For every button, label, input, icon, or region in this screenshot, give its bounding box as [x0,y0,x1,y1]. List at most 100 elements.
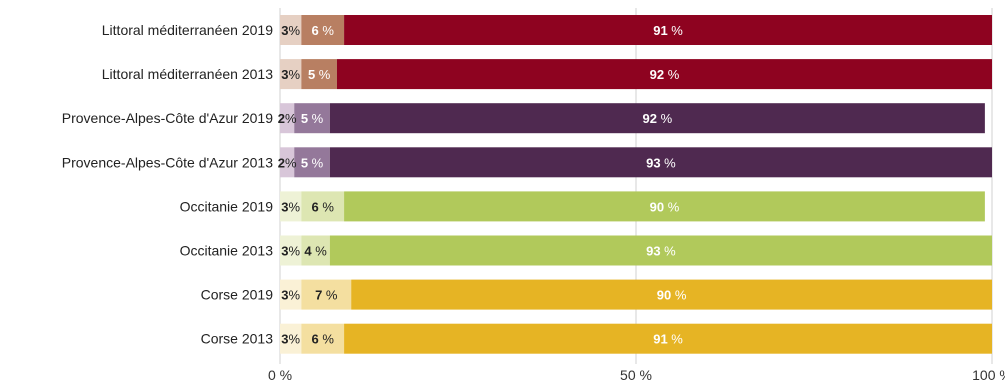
data-label: 3% [281,244,300,259]
bars [280,15,993,354]
data-label: 93 % [646,244,676,259]
bar-segment-2 [301,235,330,266]
bar-segment-1 [280,147,295,178]
data-label-value: 5 [308,67,315,82]
data-label-unit: % [657,111,673,126]
x-tick-label: 100 % [972,367,1005,383]
data-label-unit: % [319,332,335,347]
bar-segment-3 [344,323,993,354]
data-label-value: 90 [657,288,671,303]
data-label: 3% [281,288,300,303]
data-label-unit: % [319,23,335,38]
data-label-unit: % [289,244,301,259]
bar-segment-2 [301,59,337,90]
data-label-unit: % [285,111,297,126]
data-label: 2% [278,155,297,170]
data-label-value: 3 [281,288,288,303]
data-label-unit: % [668,332,684,347]
x-tick-label: 0 % [268,367,292,383]
data-label-unit: % [668,23,684,38]
data-label-value: 3 [281,332,288,347]
data-label-value: 5 [301,155,308,170]
data-label-unit: % [308,111,324,126]
data-label-value: 4 [304,244,312,259]
data-label-value: 7 [315,288,322,303]
bar-segment-3 [329,103,985,134]
data-label: 4 % [304,244,327,259]
data-label-unit: % [664,67,680,82]
bar-segment-3 [336,59,993,90]
bar-segment-1 [280,59,302,90]
bar-segment-2 [301,323,345,354]
data-label: 3% [281,199,300,214]
x-tick-label: 50 % [620,367,652,383]
bar-segment-1 [280,323,302,354]
data-label-value: 2 [278,155,285,170]
category-label: Corse 2013 [201,331,274,347]
data-label: 5 % [301,155,324,170]
data-label: 92 % [650,67,680,82]
data-label: 7 % [315,288,338,303]
category-label: Littoral méditerranéen 2013 [102,66,273,82]
category-label: Corse 2019 [201,287,274,303]
category-label: Occitanie 2013 [180,243,274,259]
data-label-unit: % [289,288,301,303]
data-label-unit: % [312,244,328,259]
data-label-unit: % [289,332,301,347]
bar-segment-2 [294,147,330,178]
data-label-unit: % [285,155,297,170]
data-label: 2% [278,111,297,126]
bar-segment-1 [280,15,302,45]
category-label: Occitanie 2019 [180,198,274,214]
data-label: 3% [281,332,300,347]
data-label: 6 % [312,199,335,214]
data-label: 91 % [653,23,683,38]
category-label: Provence-Alpes-Côte d'Azur 2019 [62,110,273,126]
bar-segment-1 [280,103,295,134]
data-label: 6 % [312,23,335,38]
bar-segment-2 [294,103,330,134]
data-label-unit: % [661,155,677,170]
data-label-value: 91 [653,332,667,347]
bar-segment-2 [301,15,345,45]
data-label-value: 6 [312,332,319,347]
data-label-value: 90 [650,199,664,214]
data-label-unit: % [308,155,324,170]
bar-segment-3 [344,191,985,222]
bar-segment-1 [280,279,302,310]
data-label-unit: % [289,23,301,38]
data-label: 90 % [657,288,687,303]
data-label-unit: % [319,199,335,214]
data-label: 3% [281,23,300,38]
data-label-unit: % [664,199,680,214]
data-label-value: 3 [281,244,288,259]
data-label-value: 93 [646,155,660,170]
data-label-value: 3 [281,23,288,38]
bar-segment-3 [351,279,992,310]
data-label-value: 6 [312,23,319,38]
data-label-unit: % [315,67,331,82]
data-label-value: 5 [301,111,308,126]
data-label: 5 % [308,67,331,82]
bar-segment-2 [301,191,345,222]
bar-segment-1 [280,235,302,266]
data-label: 91 % [653,332,683,347]
data-label-unit: % [671,288,687,303]
data-label-value: 93 [646,244,660,259]
bar-segment-3 [329,147,993,178]
data-label: 3% [281,67,300,82]
data-label: 5 % [301,111,324,126]
data-label-unit: % [661,244,677,259]
data-label-unit: % [289,67,301,82]
labels: Littoral méditerranéen 2019 3% 6 % 91 %Litt… [62,22,687,347]
category-label: Littoral méditerranéen 2019 [102,22,273,38]
bar-segment-3 [329,235,993,266]
data-label-value: 2 [278,111,285,126]
bar-segment-1 [280,191,302,222]
data-label: 92 % [643,111,673,126]
data-label-value: 92 [643,111,657,126]
data-label-value: 6 [312,199,319,214]
data-label-unit: % [322,288,338,303]
